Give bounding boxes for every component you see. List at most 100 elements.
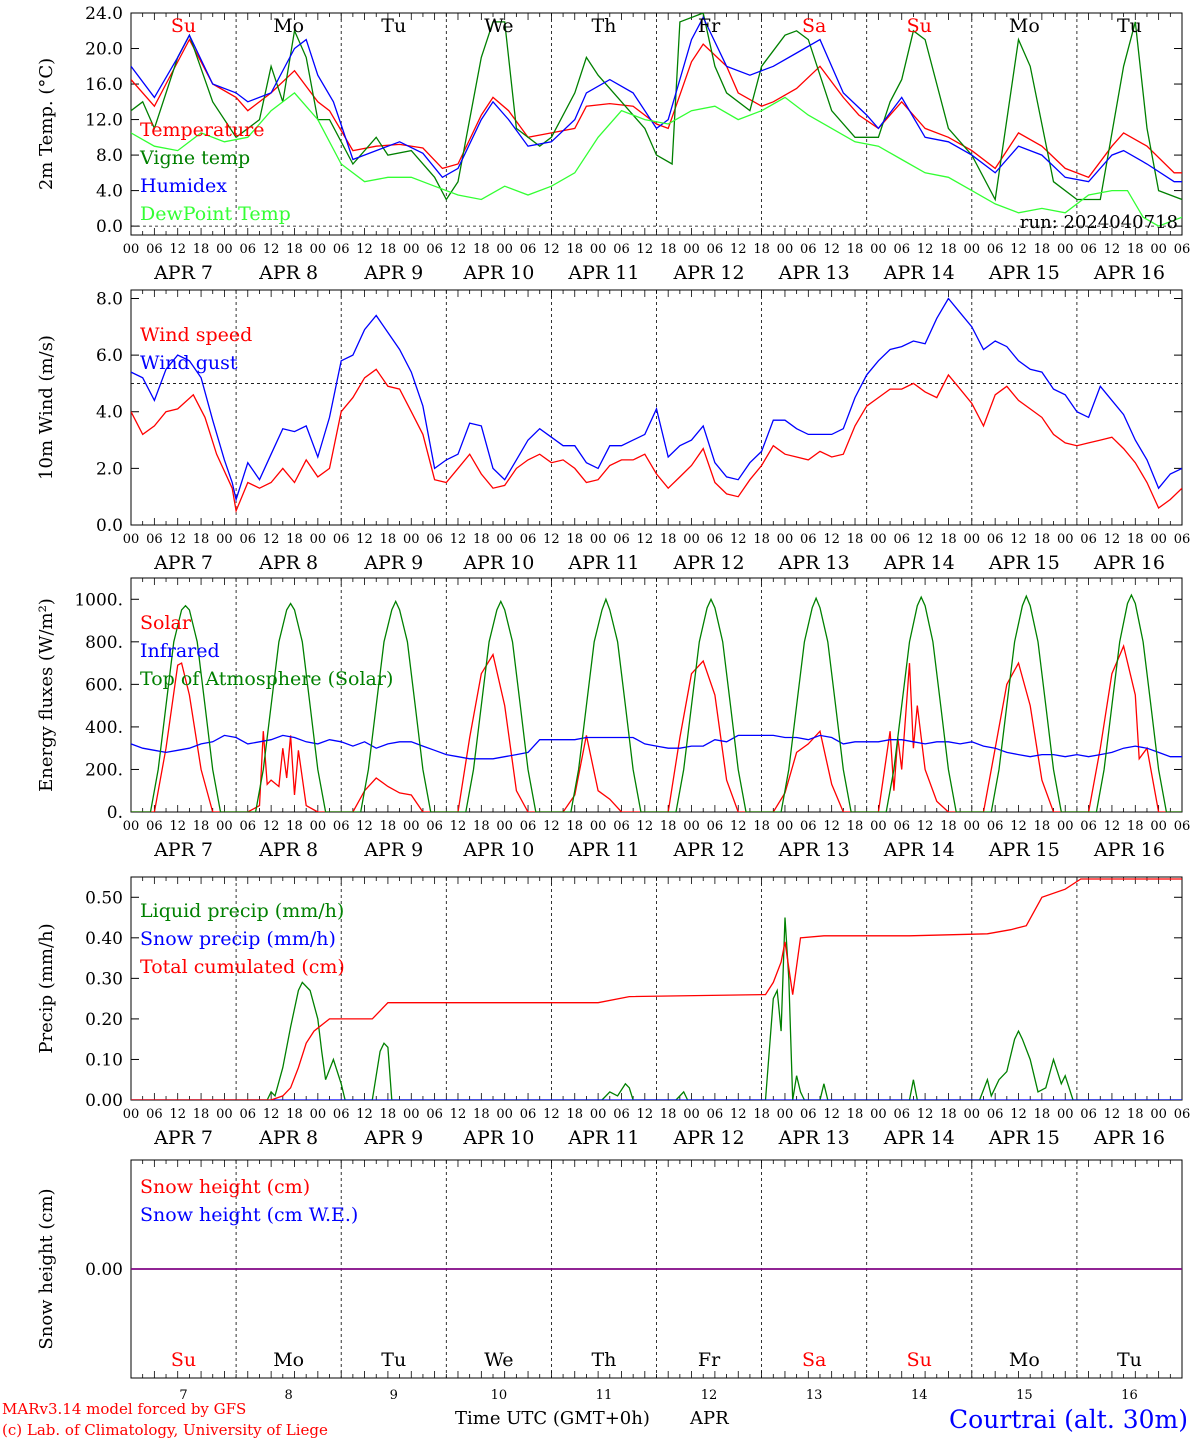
y-tick-label: 0.30 <box>85 969 123 989</box>
hour-label: 12 <box>730 242 747 257</box>
hour-label: 00 <box>310 242 327 257</box>
hour-label: 06 <box>1080 532 1097 547</box>
y-tick-label: 800. <box>85 633 123 653</box>
hour-label: 12 <box>450 532 467 547</box>
day-number-label: 12 <box>701 1388 718 1403</box>
series-line-infrared <box>131 734 1182 760</box>
hour-label: 12 <box>356 819 373 834</box>
legend-entry: Humidex <box>140 175 227 197</box>
hour-label: 12 <box>1104 1107 1121 1122</box>
hour-label: 06 <box>893 1107 910 1122</box>
hour-label: 18 <box>1034 819 1051 834</box>
hour-label: 00 <box>403 1107 420 1122</box>
hour-label: 00 <box>1150 1107 1167 1122</box>
hour-label: 18 <box>566 819 583 834</box>
hour-label: 06 <box>520 242 537 257</box>
weekday-label: We <box>484 15 513 37</box>
hour-label: 00 <box>777 1107 794 1122</box>
hour-label: 12 <box>823 819 840 834</box>
hour-label: 06 <box>1174 1107 1191 1122</box>
hour-label: 12 <box>543 532 560 547</box>
weekday-label: Sa <box>802 1349 826 1371</box>
hour-label: 12 <box>543 242 560 257</box>
hour-label: 12 <box>263 1107 280 1122</box>
hour-label: 06 <box>426 532 443 547</box>
date-label: APR 13 <box>778 552 850 574</box>
date-label: APR 15 <box>988 1127 1060 1149</box>
hour-label: 12 <box>823 242 840 257</box>
series-line-temperature <box>131 38 1182 179</box>
hour-label: 12 <box>356 242 373 257</box>
date-label: APR 12 <box>673 839 745 861</box>
hour-label: 00 <box>683 819 700 834</box>
day-number-label: 7 <box>179 1388 187 1403</box>
hour-label: 12 <box>1104 819 1121 834</box>
hour-label: 12 <box>543 819 560 834</box>
hour-label: 00 <box>216 532 233 547</box>
hour-label: 18 <box>380 1107 397 1122</box>
hour-label: 06 <box>333 242 350 257</box>
weekday-label: Mo <box>273 15 304 37</box>
hour-label: 00 <box>123 1107 140 1122</box>
hour-label: 06 <box>1174 242 1191 257</box>
date-label: APR 13 <box>778 1127 850 1149</box>
hour-label: 06 <box>426 819 443 834</box>
date-label: APR 10 <box>462 839 534 861</box>
station-name: Courtrai (alt. 30m) <box>949 1405 1188 1434</box>
date-label: APR 10 <box>462 552 534 574</box>
legend-entry: Temperature <box>140 119 264 141</box>
hour-label: 06 <box>1080 1107 1097 1122</box>
hour-label: 06 <box>520 1107 537 1122</box>
hour-label: 06 <box>613 819 630 834</box>
hour-label: 06 <box>707 819 724 834</box>
y-tick-label: 4.0 <box>96 182 123 202</box>
weekday-label: Sa <box>802 15 826 37</box>
hour-label: 12 <box>730 1107 747 1122</box>
panel-2: 0.0 2.0 4.0 6.0 8.0 10m Wind (m/s) Wind speed W… <box>36 289 1190 574</box>
hour-label: 00 <box>777 532 794 547</box>
hour-label: 12 <box>917 532 934 547</box>
hour-label: 00 <box>683 1107 700 1122</box>
hour-label: 18 <box>1127 819 1144 834</box>
date-label: APR 16 <box>1093 552 1165 574</box>
y-tick-label: 1000. <box>74 590 123 610</box>
hour-label: 12 <box>169 819 186 834</box>
hour-label: 06 <box>240 1107 257 1122</box>
hour-label: 18 <box>286 242 303 257</box>
hour-label: 18 <box>473 819 490 834</box>
hour-label: 00 <box>870 819 887 834</box>
run-label: run: 2024040718 <box>1020 212 1178 233</box>
hour-label: 06 <box>800 1107 817 1122</box>
hour-label: 00 <box>403 532 420 547</box>
hour-label: 00 <box>777 819 794 834</box>
hour-label: 18 <box>1034 1107 1051 1122</box>
hour-label: 06 <box>146 1107 163 1122</box>
hour-label: 18 <box>193 819 210 834</box>
hour-label: 00 <box>683 242 700 257</box>
chart-panels: 0.0 4.0 8.0 12.0 16.0 20.0 24.0 2m Temp. (°C) Te… <box>36 4 1190 1403</box>
date-label: APR 14 <box>883 262 955 284</box>
weekday-label: Mo <box>1009 15 1040 37</box>
weekday-label: Tu <box>1117 15 1142 37</box>
hour-label: 18 <box>566 242 583 257</box>
legend-entry: Wind speed <box>140 324 252 346</box>
y-tick-label: 0.50 <box>85 888 123 908</box>
hour-label: 12 <box>730 819 747 834</box>
legend-entry: Snow height (cm W.E.) <box>140 1204 358 1226</box>
hour-label: 18 <box>847 819 864 834</box>
day-number-label: 15 <box>1016 1388 1033 1403</box>
hour-label: 12 <box>1010 819 1027 834</box>
hour-label: 18 <box>753 532 770 547</box>
hour-label: 06 <box>146 242 163 257</box>
date-label: APR 9 <box>363 839 423 861</box>
date-label: APR 8 <box>258 1127 318 1149</box>
date-label: APR 8 <box>258 552 318 574</box>
y-tick-label: 6.0 <box>96 346 123 366</box>
y-axis-label: Snow height (cm) <box>36 1188 57 1349</box>
hour-label: 00 <box>590 532 607 547</box>
hour-label: 12 <box>169 532 186 547</box>
hour-label: 06 <box>1174 532 1191 547</box>
y-tick-label: 4.0 <box>96 403 123 423</box>
hour-label: 06 <box>520 819 537 834</box>
hour-label: 18 <box>753 242 770 257</box>
